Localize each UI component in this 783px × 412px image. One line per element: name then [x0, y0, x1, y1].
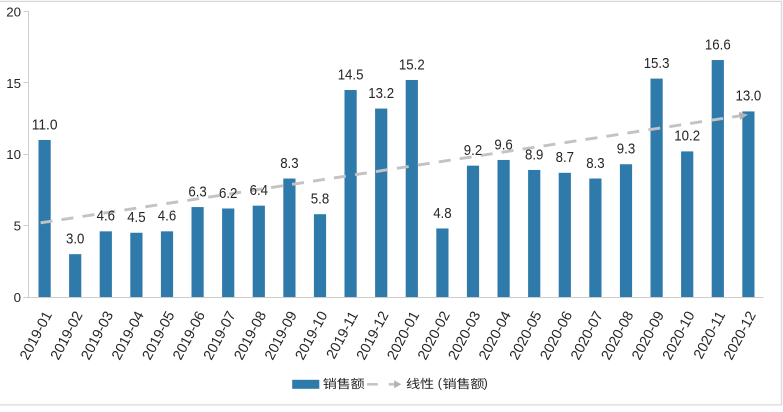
svg-text:16.6: 16.6	[705, 36, 731, 53]
svg-text:6.3: 6.3	[188, 183, 206, 200]
svg-text:14.5: 14.5	[338, 66, 364, 83]
svg-text:(: (	[438, 376, 443, 390]
svg-text:9.6: 9.6	[494, 136, 512, 153]
svg-text:15: 15	[6, 76, 21, 91]
svg-text:): )	[484, 376, 488, 390]
svg-text:5: 5	[14, 219, 21, 234]
svg-text:4.8: 4.8	[433, 205, 451, 222]
svg-text:8.3: 8.3	[280, 155, 298, 172]
svg-text:0: 0	[14, 290, 21, 305]
svg-text:15.3: 15.3	[644, 55, 670, 72]
svg-text:20: 20	[6, 4, 21, 19]
svg-text:9.3: 9.3	[617, 141, 635, 158]
svg-text:15.2: 15.2	[399, 56, 425, 73]
svg-text:6.4: 6.4	[250, 182, 268, 199]
svg-text:5.8: 5.8	[311, 191, 329, 208]
svg-text:3.0: 3.0	[66, 230, 84, 247]
svg-text:8.3: 8.3	[586, 155, 604, 172]
svg-text:4.5: 4.5	[127, 209, 145, 226]
svg-text:6.2: 6.2	[219, 185, 237, 202]
svg-text:13.2: 13.2	[368, 85, 394, 102]
svg-text:10.2: 10.2	[674, 128, 700, 145]
svg-text:13.0: 13.0	[736, 88, 762, 105]
svg-text:11.0: 11.0	[32, 116, 58, 133]
svg-text:8.7: 8.7	[556, 149, 574, 166]
svg-text:4.6: 4.6	[158, 208, 176, 225]
svg-text:4.6: 4.6	[97, 208, 115, 225]
svg-text:8.9: 8.9	[525, 146, 543, 163]
svg-text:9.2: 9.2	[464, 142, 482, 159]
svg-text:10: 10	[6, 147, 21, 162]
